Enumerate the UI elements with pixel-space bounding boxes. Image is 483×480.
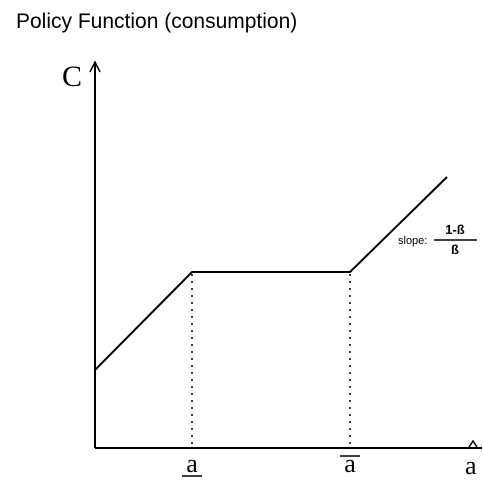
x-arrow bbox=[468, 439, 478, 448]
slope-prefix: slope: bbox=[398, 235, 427, 247]
marker-label: a bbox=[186, 449, 198, 478]
y-arrow bbox=[89, 60, 101, 73]
slope-denominator: ß bbox=[451, 242, 459, 257]
marker-label: a bbox=[344, 449, 356, 478]
title: Policy Function (consumption) bbox=[16, 10, 297, 33]
y-axis-label: C bbox=[62, 60, 82, 93]
x-axis-label: a bbox=[465, 451, 477, 480]
slope-numerator: 1-ß bbox=[445, 222, 465, 237]
policy-line bbox=[94, 176, 448, 371]
